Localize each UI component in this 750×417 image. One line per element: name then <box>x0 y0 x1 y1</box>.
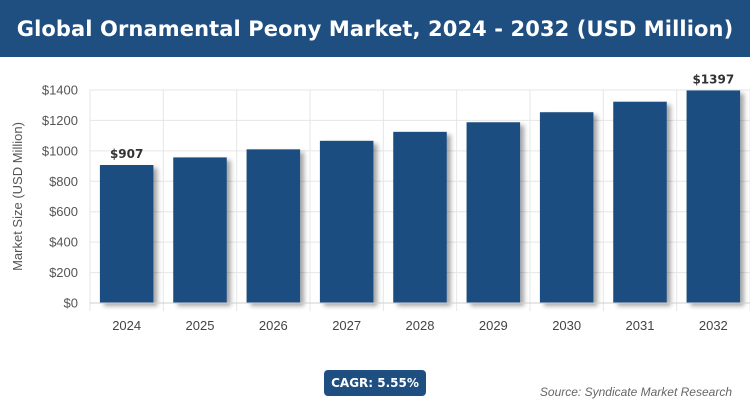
y-axis-title: Market Size (USD Million) <box>10 122 25 271</box>
bar-chart: $0 $200 $400 $600 $800 $1000 $1200 $1400 Market … <box>10 72 750 333</box>
x-tick-label: 2026 <box>259 318 288 333</box>
y-tick-label: $1200 <box>42 113 78 128</box>
x-tick-label: 2027 <box>332 318 361 333</box>
data-label: $1397 <box>692 72 734 86</box>
bar <box>319 140 374 303</box>
x-tick-label: 2031 <box>626 318 655 333</box>
y-tick-label: $800 <box>49 174 78 189</box>
bar <box>466 122 521 303</box>
x-tick-label: 2025 <box>186 318 215 333</box>
source-note: Source: Syndicate Market Research <box>539 385 732 399</box>
y-tick-label: $0 <box>64 296 78 311</box>
y-tick-label: $600 <box>49 204 78 219</box>
y-tick-label: $200 <box>49 265 78 280</box>
x-tick-label: 2028 <box>406 318 435 333</box>
title-bar: Global Ornamental Peony Market, 2024 - 2… <box>0 0 750 57</box>
bar <box>173 157 227 303</box>
bar <box>99 165 154 303</box>
bar <box>686 90 741 304</box>
bar <box>539 112 594 303</box>
y-tick-label: $400 <box>49 235 78 250</box>
x-tick-label: 2029 <box>479 318 508 333</box>
x-tick-label: 2032 <box>699 318 728 333</box>
bar <box>393 131 447 303</box>
x-tick-label: 2024 <box>112 318 141 333</box>
chart-title: Global Ornamental Peony Market, 2024 - 2… <box>16 16 734 41</box>
bar <box>246 149 301 303</box>
bar <box>613 101 667 303</box>
y-tick-label: $1000 <box>42 143 78 158</box>
cagr-badge: CAGR: 5.55% <box>324 370 426 396</box>
data-label: $907 <box>110 147 143 161</box>
y-tick-label: $1400 <box>42 83 78 98</box>
x-tick-label: 2030 <box>552 318 581 333</box>
